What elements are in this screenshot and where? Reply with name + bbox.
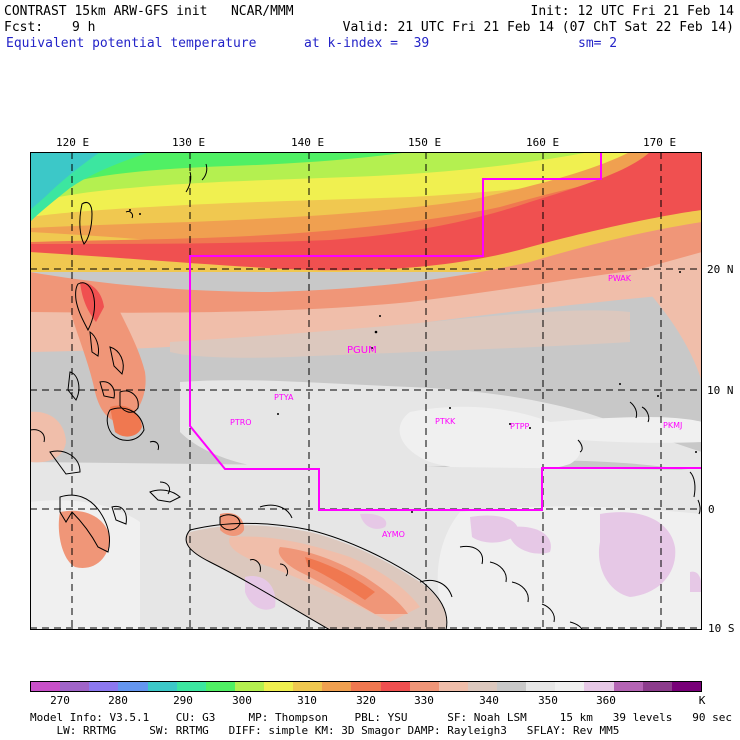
colorbar-swatch xyxy=(293,682,323,691)
colorbar-label: 320 xyxy=(356,694,376,707)
colorbar-label: 310 xyxy=(297,694,317,707)
colorbar-label: 330 xyxy=(414,694,434,707)
station-label: PWAK xyxy=(608,274,632,283)
colorbar-swatch xyxy=(60,682,90,691)
colorbar-swatch xyxy=(671,682,701,691)
init-time: Init: 12 UTC Fri 21 Feb 14 xyxy=(530,4,735,19)
forecast-hour: 9 h xyxy=(72,20,96,35)
colorbar-swatch xyxy=(264,682,294,691)
colorbar xyxy=(30,681,702,692)
field-name: Equivalent potential temperature xyxy=(6,36,257,51)
colorbar-swatch xyxy=(89,682,119,691)
colorbar-swatch xyxy=(526,682,556,691)
map-panel: PGUM PTYA PTRO PTKK PTPP PKMJ PWAK AYMO xyxy=(30,152,702,630)
colorbar-label: 340 xyxy=(479,694,499,707)
station-label: AYMO xyxy=(382,530,405,539)
colorbar-label: 350 xyxy=(538,694,558,707)
forecast-label: Fcst: xyxy=(4,20,44,35)
colorbar-swatch xyxy=(205,682,235,691)
model-info-line2: LW: RRTMG SW: RRTMG DIFF: simple KM: 3D … xyxy=(30,724,620,737)
lon-label: 170 E xyxy=(643,136,677,149)
colorbar-swatch xyxy=(409,682,439,691)
station-label: PTPP xyxy=(510,422,530,431)
lon-label: 130 E xyxy=(172,136,206,149)
colorbar-label: 280 xyxy=(108,694,128,707)
model-info-line1: Model Info: V3.5.1 CU: G3 MP: Thompson P… xyxy=(30,711,732,724)
colorbar-swatch xyxy=(438,682,468,691)
colorbar-unit: K xyxy=(698,694,706,707)
colorbar-label: 290 xyxy=(173,694,193,707)
title: CONTRAST 15km ARW-GFS init NCAR/MMM xyxy=(4,4,294,19)
lon-label: 140 E xyxy=(291,136,325,149)
colorbar-swatch xyxy=(555,682,585,691)
station-label: PGUM xyxy=(347,345,377,356)
colorbar-swatch xyxy=(31,682,61,691)
colorbar-swatch xyxy=(176,682,206,691)
lon-label: 120 E xyxy=(56,136,90,149)
lon-label: 160 E xyxy=(526,136,560,149)
theta-e-map xyxy=(30,152,702,630)
colorbar-swatch xyxy=(642,682,672,691)
colorbar-swatch xyxy=(234,682,264,691)
colorbar-swatch xyxy=(613,682,643,691)
lat-label: 20 N xyxy=(707,263,734,276)
station-label: PTRO xyxy=(230,418,252,427)
lat-label: 10 N xyxy=(707,384,734,397)
colorbar-swatch xyxy=(351,682,381,691)
colorbar-label: 270 xyxy=(50,694,70,707)
lon-label: 150 E xyxy=(408,136,442,149)
station-label: PTYA xyxy=(274,393,294,402)
station-label: PTKK xyxy=(435,417,456,426)
colorbar-label: 360 xyxy=(596,694,616,707)
colorbar-swatch xyxy=(147,682,177,691)
colorbar-swatch xyxy=(322,682,352,691)
valid-time: Valid: 21 UTC Fri 21 Feb 14 (07 ChT Sat … xyxy=(342,20,734,35)
station-label: PKMJ xyxy=(663,421,683,430)
colorbar-swatch xyxy=(497,682,527,691)
smoothing: sm= 2 xyxy=(578,36,618,51)
lat-label: 0 xyxy=(708,503,715,516)
level-index: at k-index = 39 xyxy=(304,36,430,51)
colorbar-swatch xyxy=(467,682,497,691)
colorbar-swatch xyxy=(584,682,614,691)
colorbar-label: 300 xyxy=(232,694,252,707)
lat-label: 10 S xyxy=(708,622,735,635)
colorbar-swatch xyxy=(118,682,148,691)
colorbar-swatch xyxy=(380,682,410,691)
